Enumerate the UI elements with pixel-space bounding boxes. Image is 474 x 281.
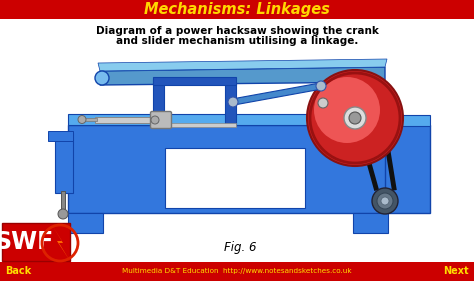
Circle shape <box>78 115 86 124</box>
Polygon shape <box>100 67 385 85</box>
Polygon shape <box>52 225 70 261</box>
FancyBboxPatch shape <box>353 213 388 233</box>
FancyBboxPatch shape <box>55 133 73 193</box>
FancyBboxPatch shape <box>2 223 70 261</box>
FancyBboxPatch shape <box>0 262 474 281</box>
Circle shape <box>377 193 393 209</box>
FancyBboxPatch shape <box>385 125 430 213</box>
Circle shape <box>228 97 238 107</box>
FancyBboxPatch shape <box>95 117 157 123</box>
FancyBboxPatch shape <box>61 191 65 213</box>
Text: Mechanisms: Linkages: Mechanisms: Linkages <box>144 2 330 17</box>
FancyBboxPatch shape <box>68 125 388 213</box>
FancyBboxPatch shape <box>165 148 305 208</box>
FancyBboxPatch shape <box>0 0 474 19</box>
Circle shape <box>316 81 326 91</box>
Circle shape <box>151 116 159 124</box>
FancyBboxPatch shape <box>153 77 236 85</box>
Text: and slider mechanism utilising a linkage.: and slider mechanism utilising a linkage… <box>116 36 358 46</box>
Circle shape <box>349 112 361 124</box>
FancyBboxPatch shape <box>225 82 236 124</box>
Circle shape <box>381 197 389 205</box>
Text: SWF: SWF <box>0 230 54 254</box>
Text: Fig. 6: Fig. 6 <box>224 241 256 255</box>
Circle shape <box>344 107 366 129</box>
Polygon shape <box>232 83 322 105</box>
Text: Next: Next <box>443 266 469 277</box>
FancyBboxPatch shape <box>82 118 97 121</box>
FancyBboxPatch shape <box>68 213 103 233</box>
Polygon shape <box>98 59 387 71</box>
FancyBboxPatch shape <box>48 131 73 141</box>
Circle shape <box>307 70 403 166</box>
Text: Back: Back <box>5 266 31 277</box>
FancyBboxPatch shape <box>0 19 474 262</box>
Ellipse shape <box>95 71 109 85</box>
FancyBboxPatch shape <box>385 115 430 126</box>
Text: Multimedia D&T Education  http://www.notesandsketches.co.uk: Multimedia D&T Education http://www.note… <box>122 269 352 275</box>
Circle shape <box>372 188 398 214</box>
FancyBboxPatch shape <box>68 114 388 125</box>
FancyBboxPatch shape <box>153 79 164 124</box>
Text: Diagram of a power hacksaw showing the crank: Diagram of a power hacksaw showing the c… <box>96 26 378 36</box>
FancyBboxPatch shape <box>153 123 236 127</box>
Circle shape <box>318 98 328 108</box>
FancyBboxPatch shape <box>151 112 172 128</box>
Circle shape <box>58 209 68 219</box>
Circle shape <box>314 77 380 143</box>
